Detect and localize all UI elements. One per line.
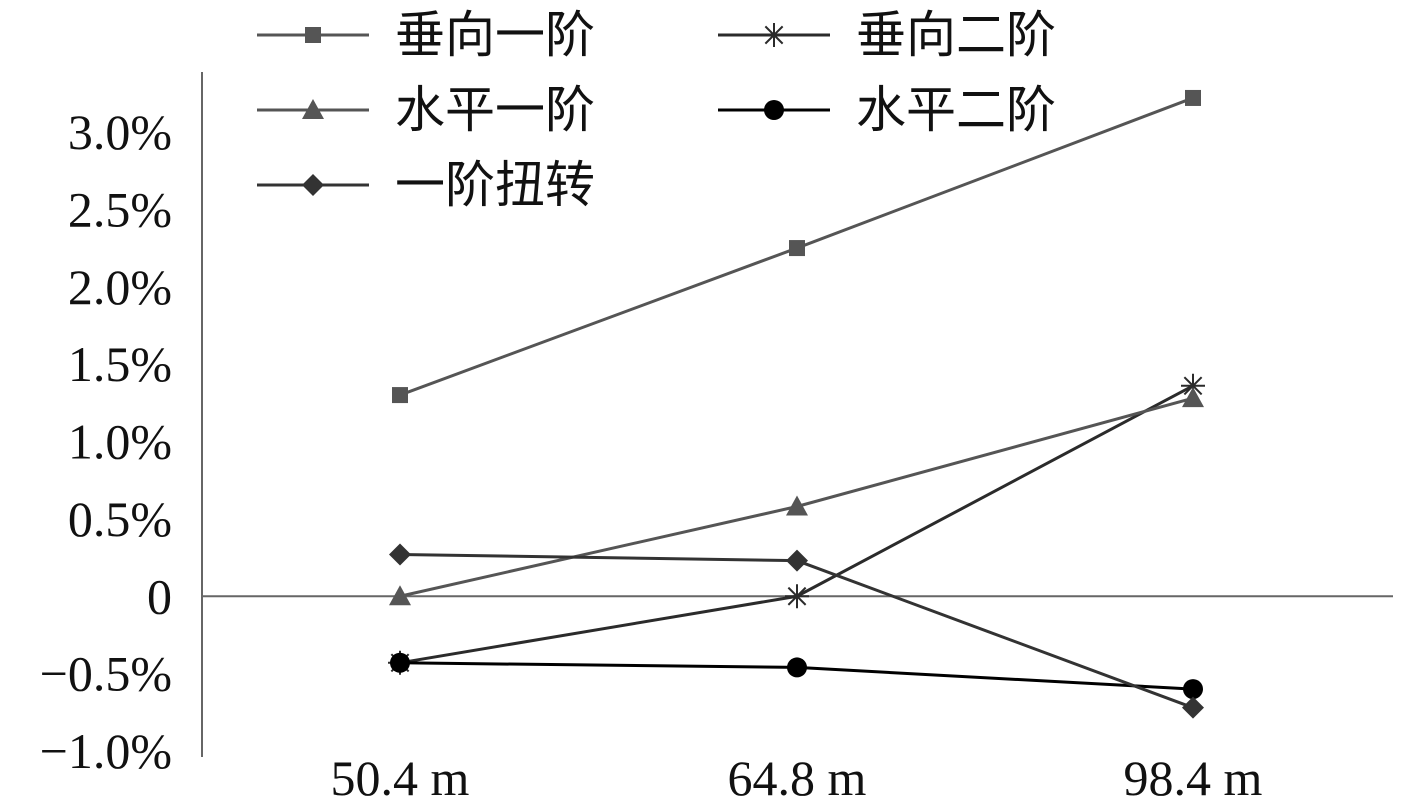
legend-label: 一阶扭转 [395, 157, 595, 213]
data-point-circle [390, 652, 410, 673]
legend-marker-circle [764, 100, 784, 120]
x-tick-label: 64.8 m [728, 750, 867, 803]
legend-marker-star [762, 23, 786, 47]
y-tick-label: 3.0% [68, 104, 172, 160]
y-tick-label: −0.5% [40, 646, 172, 702]
data-point-triangle [1182, 387, 1204, 408]
axes [201, 72, 1393, 757]
y-tick-label: 0.5% [68, 491, 172, 547]
legend-item: 水平一阶 [257, 82, 595, 138]
y-tick-label: 0 [147, 568, 172, 624]
y-tick-label: 1.0% [68, 414, 172, 470]
legend-item: 水平二阶 [718, 82, 1056, 138]
series-line [399, 552, 1194, 710]
series-1 [392, 89, 1201, 404]
series-3 [389, 387, 1204, 606]
legend-item: 垂向一阶 [257, 7, 595, 63]
data-point-star [1181, 373, 1205, 398]
data-point-diamond [389, 543, 411, 566]
x-tick-label: 50.4 m [331, 750, 470, 803]
data-point-diamond [1182, 696, 1204, 719]
series-lines [388, 89, 1205, 719]
data-point-triangle [786, 495, 808, 516]
data-point-circle [787, 657, 807, 678]
legend-label: 水平一阶 [395, 82, 595, 138]
y-tick-label: 1.5% [68, 336, 172, 392]
series-2 [388, 373, 1205, 675]
x-axis-tick-labels: 50.4 m 64.8 m 98.4 m [331, 750, 1263, 803]
y-tick-label: −1.0% [40, 723, 172, 779]
legend-item: 一阶扭转 [257, 157, 595, 213]
y-axis-tick-labels: 3.0% 2.5% 2.0% 1.5% 1.0% 0.5% 0 −0.5% −1.0% [40, 104, 172, 779]
data-point-diamond [786, 549, 808, 572]
y-tick-label: 2.0% [68, 259, 172, 315]
legend-marker-square [305, 27, 321, 43]
y-tick-label: 2.5% [68, 181, 172, 237]
legend-item: 垂向二阶 [718, 7, 1056, 63]
data-point-circle [1183, 679, 1203, 700]
data-point-square [392, 387, 408, 404]
legend-label: 垂向一阶 [395, 7, 595, 63]
x-tick-label: 98.4 m [1124, 750, 1263, 803]
data-point-star [785, 584, 809, 609]
data-point-square [789, 240, 805, 257]
legend-label: 水平二阶 [856, 82, 1056, 138]
series-line [399, 384, 1194, 665]
legend-label: 垂向二阶 [856, 7, 1056, 63]
series-4 [390, 652, 1203, 700]
legend-marker-triangle [302, 99, 324, 119]
series-5 [389, 543, 1204, 719]
data-point-triangle [389, 585, 411, 606]
legend-marker-diamond [302, 174, 324, 196]
data-point-square [1185, 89, 1201, 106]
